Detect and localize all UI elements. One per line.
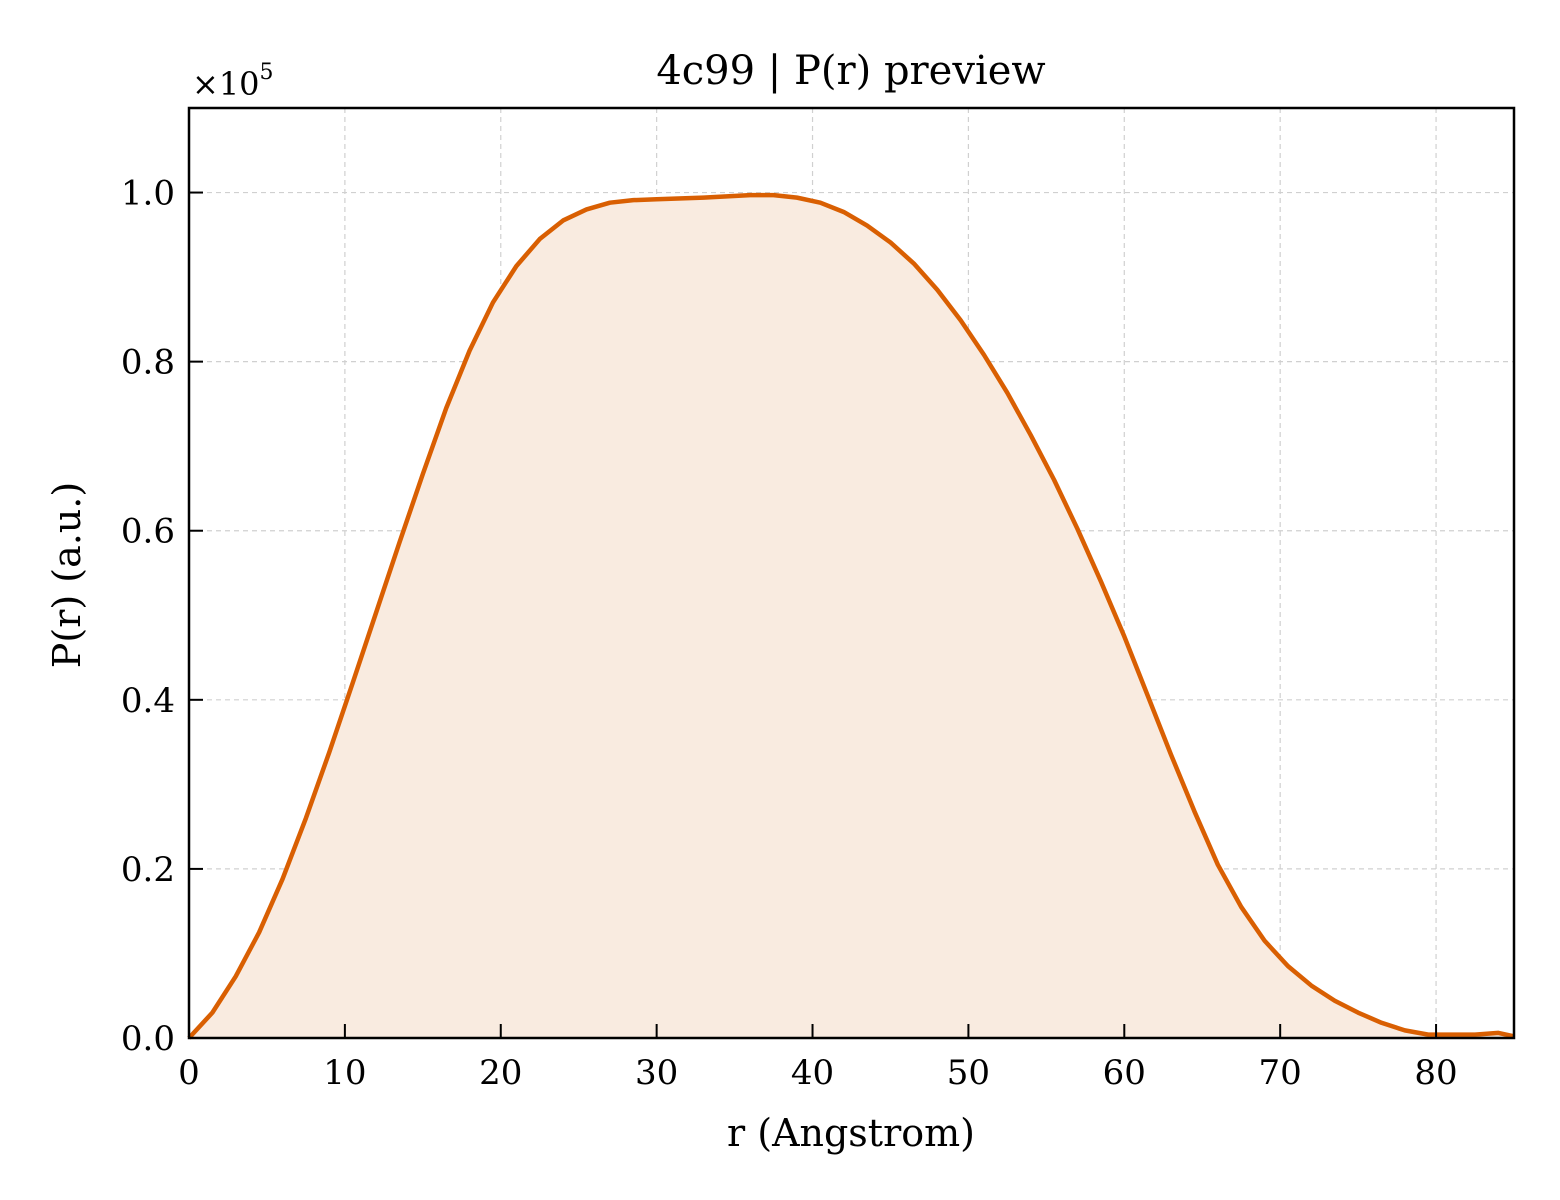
plot-frame xyxy=(187,106,1516,1040)
x-tick-label: 70 xyxy=(1259,1053,1302,1093)
y-tick-label: 0.4 xyxy=(121,681,175,721)
x-axis-label: r (Angstrom) xyxy=(727,1111,975,1155)
y-tick-label: 0.6 xyxy=(121,512,175,552)
x-tick-label: 50 xyxy=(947,1053,990,1093)
y-tick-label: 1.0 xyxy=(121,174,175,214)
y-axis-ticks: 0.0 0.2 0.4 0.6 0.8 1.0 xyxy=(121,174,203,1059)
x-tick-label: 30 xyxy=(635,1053,678,1093)
y-multiplier-label: ×105 xyxy=(192,60,274,103)
chart-title: 4c99 | P(r) preview xyxy=(656,48,1045,94)
y-axis-label: P(r) (a.u.) xyxy=(45,482,89,668)
x-tick-label: 60 xyxy=(1103,1053,1146,1093)
pr-area-fill xyxy=(189,195,1514,1038)
x-axis-ticks: 0 10 20 30 40 50 60 70 80 xyxy=(178,1024,1458,1093)
pr-series-line xyxy=(187,192,1515,1040)
x-tick-label: 40 xyxy=(791,1053,834,1093)
y-tick-label: 0.2 xyxy=(121,850,175,890)
y-tick-label: 0.8 xyxy=(121,343,175,383)
x-tick-label: 20 xyxy=(479,1053,522,1093)
x-tick-label: 80 xyxy=(1414,1053,1457,1093)
x-tick-label: 0 xyxy=(178,1053,200,1093)
y-tick-label: 0.0 xyxy=(121,1019,175,1059)
x-tick-label: 10 xyxy=(323,1053,366,1093)
